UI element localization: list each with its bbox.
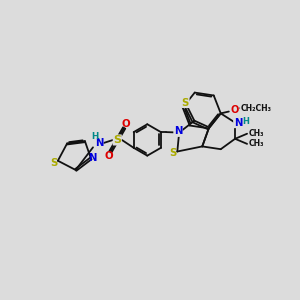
Text: S: S: [113, 135, 121, 145]
Text: CH₃: CH₃: [248, 140, 264, 148]
Text: S: S: [50, 158, 57, 168]
Text: O: O: [105, 151, 113, 161]
Text: N: N: [88, 153, 97, 164]
Text: N: N: [95, 138, 103, 148]
Text: N: N: [174, 126, 182, 136]
Text: H: H: [91, 132, 98, 141]
Text: N: N: [234, 118, 242, 128]
Text: O: O: [121, 119, 130, 129]
Text: CH₂CH₃: CH₂CH₃: [240, 103, 272, 112]
Text: S: S: [169, 148, 177, 158]
Text: CH₃: CH₃: [248, 129, 264, 138]
Text: S: S: [182, 98, 189, 107]
Text: O: O: [231, 105, 239, 116]
Text: H: H: [242, 117, 249, 126]
